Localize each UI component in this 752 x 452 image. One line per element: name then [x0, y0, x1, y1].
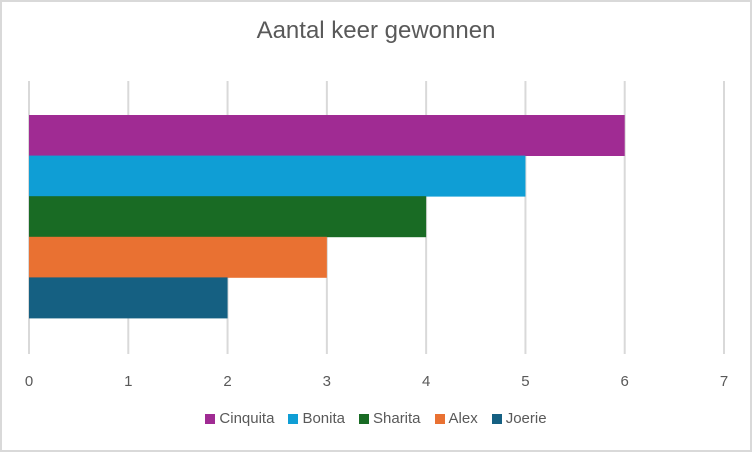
bar-bonita	[29, 155, 526, 197]
legend-swatch	[434, 413, 445, 424]
legend-item-alex: Alex	[434, 410, 478, 427]
legend-swatch	[359, 413, 369, 424]
legend-item-joerie: Joerie	[491, 410, 547, 427]
legend-label: Cinquita	[219, 410, 275, 427]
chart-title: Aantal keer gewonnen	[256, 17, 496, 44]
legend-item-cinquita: Cinquita	[205, 410, 274, 427]
legend-swatch	[205, 413, 216, 424]
x-tick-label: 6	[621, 373, 629, 390]
legend-swatch	[491, 413, 502, 424]
legend-swatch	[288, 413, 299, 424]
x-tick-label: 4	[422, 373, 430, 390]
chart-plot: 0 1 2 3 4 5 6 7	[25, 81, 728, 390]
legend-item-bonita: Bonita	[288, 410, 345, 427]
x-tick-label: 2	[223, 373, 231, 390]
chart-legend: Cinquita Bonita Sharita Alex Joerie	[0, 410, 752, 427]
legend-label: Alex	[448, 410, 478, 427]
bar-alex	[29, 236, 327, 278]
legend-label: Sharita	[373, 410, 421, 427]
x-tick-label: 3	[323, 373, 331, 390]
x-tick-label: 0	[25, 373, 33, 390]
legend-label: Joerie	[505, 410, 547, 427]
x-tick-label: 1	[124, 373, 132, 390]
legend-label: Bonita	[302, 410, 345, 427]
x-tick-label: 7	[720, 373, 728, 390]
legend-item-sharita: Sharita	[359, 410, 421, 427]
bar-cinquita	[29, 115, 625, 156]
x-tick-label: 5	[521, 373, 529, 390]
bar-sharita	[29, 196, 427, 238]
bar-joerie	[29, 277, 228, 319]
